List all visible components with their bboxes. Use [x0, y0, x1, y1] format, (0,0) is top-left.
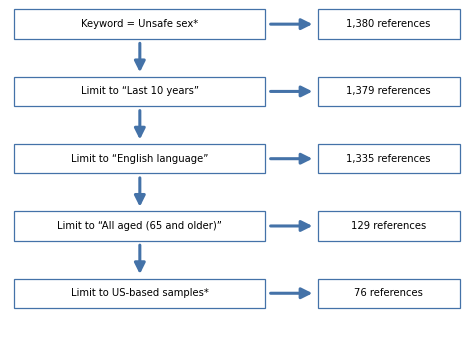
Text: 129 references: 129 references [351, 221, 426, 231]
FancyBboxPatch shape [318, 9, 460, 39]
FancyBboxPatch shape [14, 279, 265, 308]
Text: 1,379 references: 1,379 references [346, 87, 431, 96]
Text: Keyword = Unsafe sex*: Keyword = Unsafe sex* [81, 19, 199, 29]
FancyBboxPatch shape [318, 279, 460, 308]
Text: Limit to US-based samples*: Limit to US-based samples* [71, 288, 209, 298]
FancyBboxPatch shape [318, 211, 460, 240]
Text: Limit to “All aged (65 and older)”: Limit to “All aged (65 and older)” [57, 221, 222, 231]
FancyBboxPatch shape [14, 9, 265, 39]
Text: 1,380 references: 1,380 references [346, 19, 431, 29]
FancyBboxPatch shape [318, 77, 460, 106]
FancyBboxPatch shape [14, 77, 265, 106]
Text: 76 references: 76 references [354, 288, 423, 298]
Text: Limit to “English language”: Limit to “English language” [71, 154, 209, 164]
FancyBboxPatch shape [318, 144, 460, 173]
Text: 1,335 references: 1,335 references [346, 154, 431, 164]
FancyBboxPatch shape [14, 144, 265, 173]
Text: Limit to “Last 10 years”: Limit to “Last 10 years” [81, 87, 199, 96]
FancyBboxPatch shape [14, 211, 265, 240]
